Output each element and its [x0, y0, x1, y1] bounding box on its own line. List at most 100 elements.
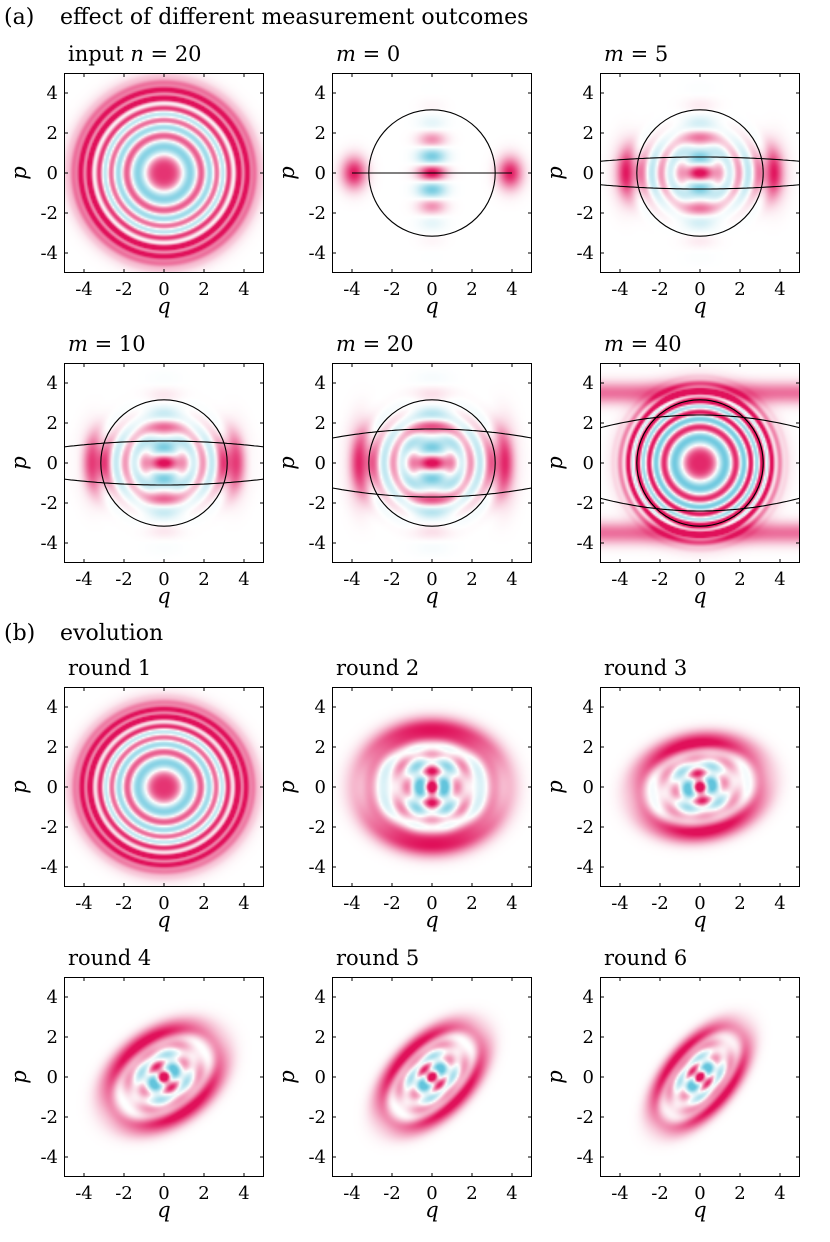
- panel-8-xtick-label: 2: [466, 893, 477, 914]
- panel-12-ytick-label: 2: [583, 1027, 594, 1048]
- panel-8-ytick-label: 4: [315, 697, 326, 718]
- panel-3-xtick-label: -2: [651, 279, 669, 300]
- panel-4-xlabel: q: [157, 584, 170, 608]
- panel-9-title: round 3: [604, 656, 687, 680]
- panel-9-xlabel: q: [693, 908, 706, 932]
- panel-7: -4 -4 -2 -2 0 0 2 2 4 4 q p round 1: [7, 656, 264, 932]
- panel-12: -4 -4 -2 -2 0 0 2 2 4 4 q p round 6: [543, 946, 800, 1222]
- panel-8-ytick-label: -4: [308, 857, 326, 878]
- panel-4-ytick-label: 2: [47, 413, 58, 434]
- panel-7-ytick-label: 4: [47, 697, 58, 718]
- panel-4-xtick-label: -4: [75, 569, 93, 590]
- panel-5-overlay-circle: [368, 399, 496, 527]
- panel-1-xtick-label: 4: [238, 279, 249, 300]
- panel-12-xlabel: q: [693, 1198, 706, 1222]
- panel-8-ytick-label: 2: [315, 737, 326, 758]
- panel-11-title: round 5: [336, 946, 419, 970]
- panel-1-ytick-label: 0: [47, 163, 58, 184]
- panel-3-overlay-upper-curve: [600, 156, 800, 162]
- panel-2-ytick-label: -4: [308, 243, 326, 264]
- panel-1-xtick-label: 2: [198, 279, 209, 300]
- panel-12-xtick-label: -4: [611, 1183, 629, 1204]
- panel-1-xtick-label: -2: [115, 279, 133, 300]
- panel-9-ytick-label: 0: [583, 777, 594, 798]
- panel-10-heatmap: [64, 977, 264, 1177]
- panel-3-ytick-label: -4: [576, 243, 594, 264]
- panel-3-heatmap: [600, 73, 800, 273]
- panel-8-xtick-label: 0: [426, 893, 437, 914]
- panel-5-overlay-lower-curve: [332, 487, 532, 498]
- panel-6-ytick-label: -2: [576, 493, 594, 514]
- panel-8-ylabel: p: [275, 780, 299, 793]
- panel-5-ytick-label: -4: [308, 533, 326, 554]
- panel-8-ytick-label: 0: [315, 777, 326, 798]
- panel-11-ytick-label: 4: [315, 987, 326, 1008]
- panel-5-xtick-label: 0: [426, 569, 437, 590]
- panel-12-ytick-label: -2: [576, 1107, 594, 1128]
- panel-8-xtick-label: -4: [343, 893, 361, 914]
- panel-2-xtick-label: 4: [506, 279, 517, 300]
- section-a-label: (a): [4, 5, 34, 30]
- panel-11-xtick-label: -2: [383, 1183, 401, 1204]
- panel-12-heatmap: [600, 977, 800, 1177]
- panels: -4 -4 -2 -2 0 0 2 2 4 4 q p input n = 20 -4 -4 -2 -2 0 0 2 2…: [7, 42, 800, 1222]
- panel-6-xlabel: q: [693, 584, 706, 608]
- panel-6-heatmap: [600, 363, 800, 563]
- panel-7-xlabel: q: [157, 908, 170, 932]
- panel-10-xtick-label: -2: [115, 1183, 133, 1204]
- panel-7-ytick-label: -4: [40, 857, 58, 878]
- panel-4-xtick-label: 4: [238, 569, 249, 590]
- panel-2-title: m = 0: [336, 42, 400, 66]
- panel-6-xtick-label: -2: [651, 569, 669, 590]
- panel-1-title: input n = 20: [68, 42, 202, 66]
- panel-1-xlabel: q: [157, 294, 170, 318]
- panel-1-ytick-label: -4: [40, 243, 58, 264]
- panel-12-xtick-label: 0: [694, 1183, 705, 1204]
- panel-9-heatmap: [600, 687, 800, 887]
- panel-12-ytick-label: -4: [576, 1147, 594, 1168]
- panel-4-overlay-circle: [100, 399, 228, 527]
- section-a-title: effect of different measurement outcomes: [60, 5, 528, 30]
- panel-12-xtick-label: -2: [651, 1183, 669, 1204]
- panel-11-xtick-label: 0: [426, 1183, 437, 1204]
- panel-12-xtick-label: 2: [734, 1183, 745, 1204]
- panel-10-xlabel: q: [157, 1198, 170, 1222]
- panel-11: -4 -4 -2 -2 0 0 2 2 4 4 q p round 5: [275, 946, 532, 1222]
- panel-6-ytick-label: 4: [583, 373, 594, 394]
- panel-5-xtick-label: 4: [506, 569, 517, 590]
- panel-1-xtick-label: -4: [75, 279, 93, 300]
- panel-1: -4 -4 -2 -2 0 0 2 2 4 4 q p input n = 20: [7, 42, 264, 318]
- panel-5-overlay-upper-curve: [332, 428, 532, 439]
- panel-9-ytick-label: -2: [576, 817, 594, 838]
- panel-5-xtick-label: 2: [466, 569, 477, 590]
- panel-1-heatmap: [64, 73, 264, 273]
- panel-1-ytick-label: -2: [40, 203, 58, 224]
- panel-4-title: m = 10: [68, 332, 146, 356]
- panel-9-ytick-label: -4: [576, 857, 594, 878]
- panel-10-ytick-label: 4: [47, 987, 58, 1008]
- panel-5: -4 -4 -2 -2 0 0 2 2 4 4 q p m = 20: [275, 332, 532, 608]
- panel-2-ytick-label: 2: [315, 123, 326, 144]
- panel-7-ytick-label: 0: [47, 777, 58, 798]
- panel-5-ytick-label: 0: [315, 453, 326, 474]
- panel-11-xtick-label: -4: [343, 1183, 361, 1204]
- panel-3-overlay-lower-curve: [600, 184, 800, 190]
- panel-7-xtick-label: -2: [115, 893, 133, 914]
- panel-6-overlay-lower-curve: [600, 497, 800, 512]
- panel-10-ytick-label: 2: [47, 1027, 58, 1048]
- panel-9-xtick-label: -4: [611, 893, 629, 914]
- panel-7-xtick-label: 2: [198, 893, 209, 914]
- panel-3-xtick-label: -4: [611, 279, 629, 300]
- panel-10-xtick-label: 4: [238, 1183, 249, 1204]
- panel-10: -4 -4 -2 -2 0 0 2 2 4 4 q p round 4: [7, 946, 264, 1222]
- panel-6-ytick-label: -4: [576, 533, 594, 554]
- panel-4-xtick-label: -2: [115, 569, 133, 590]
- panel-12-title: round 6: [604, 946, 687, 970]
- panel-7-xtick-label: 0: [158, 893, 169, 914]
- panel-8-title: round 2: [336, 656, 419, 680]
- panel-1-xtick-label: 0: [158, 279, 169, 300]
- panel-9-xtick-label: -2: [651, 893, 669, 914]
- panel-8: -4 -4 -2 -2 0 0 2 2 4 4 q p round 2: [275, 656, 532, 932]
- panel-2-xlabel: q: [425, 294, 438, 318]
- panel-6-xtick-label: 0: [694, 569, 705, 590]
